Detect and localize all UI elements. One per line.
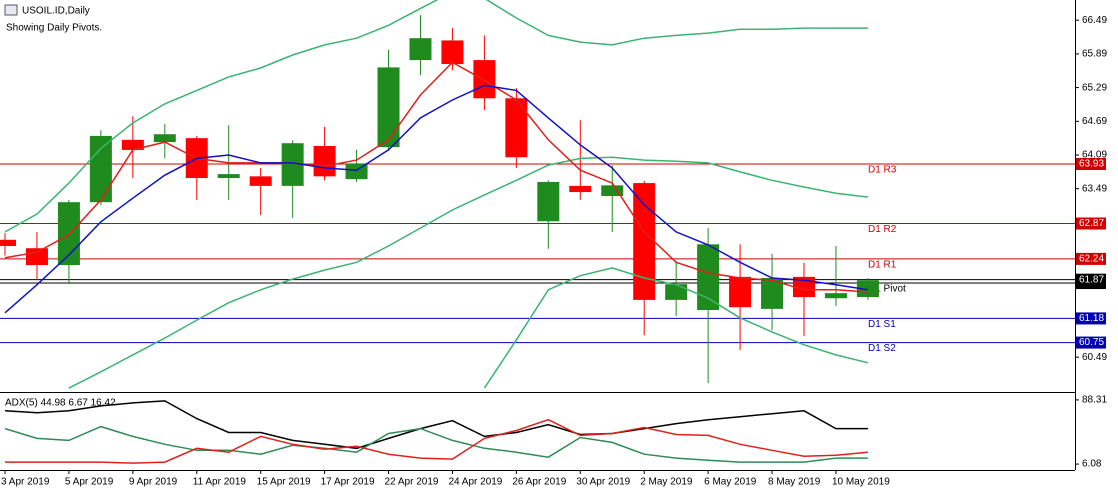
candle-body <box>633 183 656 300</box>
pivot-price-label: 62.24 <box>1079 254 1104 265</box>
pivot-price-box <box>1076 217 1106 230</box>
indicator-line <box>4 0 868 233</box>
x-tick-label: 11 Apr 2019 <box>193 477 247 488</box>
y-tick-label: 65.89 <box>1082 49 1107 60</box>
candle-body <box>217 174 240 179</box>
candle-body <box>25 248 48 266</box>
pivot-price-label: 63.93 <box>1079 159 1104 170</box>
main-plot: D1 R3 D1 R2 D1 R1 D1 Pivot D1 S1 D1 S2 <box>0 0 1075 389</box>
x-tick-label: 17 Apr 2019 <box>321 477 375 488</box>
pivot-price-box <box>1076 252 1106 265</box>
last-price-label: 61.87 <box>1079 274 1104 285</box>
candle-body <box>281 143 304 186</box>
pivot-name: D1 R3 <box>868 165 897 176</box>
candle-body <box>473 60 496 99</box>
adx-title: ADX(5) 44.98 6.67 16.42 <box>5 398 116 409</box>
x-tick-label: 22 Apr 2019 <box>385 477 439 488</box>
pivot-name: D1 S2 <box>868 343 896 354</box>
adx-plot <box>4 400 868 464</box>
y-tick-label: 66.49 <box>1082 15 1107 26</box>
chart-icon <box>4 4 18 16</box>
pivot-price-box <box>1076 157 1106 170</box>
pivot-price-label: 61.18 <box>1079 313 1104 324</box>
chart-title: USOIL.ID,Daily <box>22 6 90 17</box>
x-tick-label: 2 May 2019 <box>640 477 693 488</box>
candle-body <box>505 98 528 158</box>
indicator-line <box>5 418 868 464</box>
y-tick-label: 88.31 <box>1082 395 1107 406</box>
pivot-name: D1 R1 <box>868 260 897 271</box>
y-tick-label: 65.29 <box>1082 82 1107 93</box>
x-tick-label: 9 Apr 2019 <box>129 477 178 488</box>
x-tick-label: 30 Apr 2019 <box>576 477 630 488</box>
axes: 66.49 65.89 65.29 64.69 64.09 63.49 60.49 63.93… <box>1 15 1107 488</box>
pivot-name: D1 R2 <box>868 224 897 235</box>
candle-body <box>121 139 144 150</box>
chart-subtitle: Showing Daily Pivots. <box>6 23 102 34</box>
candle-body <box>345 163 368 180</box>
y-tick-label: 60.49 <box>1082 352 1107 363</box>
x-tick-label: 26 Apr 2019 <box>512 477 566 488</box>
candle-body <box>793 276 815 298</box>
indicator-line <box>4 84 869 314</box>
candle-body <box>697 244 720 311</box>
y-tick-label: 64.09 <box>1082 150 1107 161</box>
candle-body <box>441 40 464 65</box>
pivot-price-label: 60.75 <box>1079 337 1104 348</box>
candle-body <box>0 239 16 246</box>
candle-body <box>313 146 336 177</box>
candle-body <box>729 276 752 308</box>
x-tick-label: 6 May 2019 <box>704 477 757 488</box>
candle-body <box>824 293 847 299</box>
x-tick-label: 8 May 2019 <box>768 477 821 488</box>
y-tick-label: 64.69 <box>1082 116 1107 127</box>
candle-body <box>569 185 592 193</box>
pivot-name: D1 Pivot <box>868 284 906 295</box>
candle-body <box>665 284 688 300</box>
y-tick-label: 6.08 <box>1082 459 1102 470</box>
candle-body <box>89 135 112 203</box>
pivot-name: D1 S1 <box>868 319 896 330</box>
candle-body <box>856 280 879 298</box>
x-tick-label: 3 Apr 2019 <box>1 477 50 488</box>
indicator-line <box>483 267 869 389</box>
candle-body <box>377 67 400 148</box>
indicator-line <box>4 61 868 293</box>
x-tick-label: 5 Apr 2019 <box>65 477 114 488</box>
pivot-price-box <box>1076 312 1106 325</box>
x-tick-label: 10 May 2019 <box>832 477 890 488</box>
candle-body <box>153 134 176 143</box>
candle-body <box>537 181 560 222</box>
pivot-price-box <box>1076 336 1106 349</box>
candle-body <box>601 185 624 196</box>
x-tick-label: 24 Apr 2019 <box>448 477 502 488</box>
indicator-line <box>4 400 868 450</box>
candle-body <box>409 38 432 61</box>
candle-body <box>761 277 784 309</box>
x-tick-label: 15 Apr 2019 <box>257 477 311 488</box>
pivot-price-label: 62.87 <box>1079 218 1104 229</box>
last-price-box <box>1076 273 1106 286</box>
candle-body <box>249 176 272 186</box>
indicator-line <box>68 156 868 389</box>
y-tick-label: 63.49 <box>1082 183 1107 194</box>
indicator-line <box>4 425 868 463</box>
